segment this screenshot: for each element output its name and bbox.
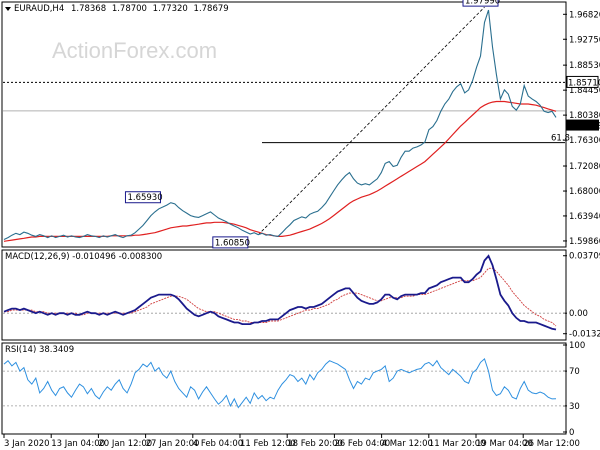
price-y-tick-label: 1.80380	[569, 111, 600, 121]
chevron-down-icon[interactable]	[5, 7, 11, 11]
rsi-series	[3, 358, 565, 409]
current-price-box	[566, 119, 599, 131]
x-tick-label: 11 Mar 20:00	[429, 439, 486, 449]
current-price-tag: 1.78679	[566, 119, 600, 132]
x-tick-label: 13 Jan 04:00	[51, 439, 105, 449]
x-tick-label: 4 Feb 04:00	[193, 439, 243, 449]
price-y-tick-label: 1.72080	[569, 162, 600, 172]
current-price-label: 1.78679	[568, 122, 600, 132]
price-y-tick-label: 1.88530	[569, 61, 600, 71]
macd-panel: MACD(12,26,9) -0.010496 -0.008300 0.0370…	[1, 249, 600, 341]
price-y-tick-label: 1.84450	[569, 86, 600, 96]
x-tick-label: 26 Mar 12:00	[523, 439, 580, 449]
price-y-tick-label: 1.68000	[569, 187, 600, 197]
price-line	[3, 9, 557, 240]
macd-y-tick-label: 0.00	[569, 309, 588, 319]
x-tick-label: 11 Feb 12:00	[240, 439, 296, 449]
watermark: ActionForex.com	[52, 38, 217, 63]
rsi-title: RSI(14) 38.3409	[5, 345, 74, 355]
price-y-tick-label: 1.96820	[569, 10, 600, 20]
price-panel: EURAUD,H4 1.78368 1.78700 1.77320 1.7867…	[1, 0, 600, 249]
price-y-tick-label: 1.63940	[569, 212, 600, 222]
swing-label: 1.60850	[212, 236, 250, 249]
price-y-tick-label: 1.76300	[569, 136, 600, 146]
macd-panel-frame	[1, 249, 567, 341]
rsi-y-tick-label: 0	[569, 428, 574, 438]
x-tick-label: 18 Feb 20:00	[287, 439, 343, 449]
x-tick-label: 19 Mar 04:00	[476, 439, 533, 449]
rsi-y-tick-label: 70	[569, 367, 580, 377]
x-tick-label: 3 Jan 2020	[4, 439, 50, 449]
swing-label-box	[212, 236, 249, 249]
swing-label-text: 1.97990	[465, 0, 500, 7]
dashed-trendline	[257, 6, 485, 236]
swing-label-text: 1.65930	[127, 193, 162, 203]
macd-line	[3, 254, 557, 331]
resistance-level-box	[566, 75, 599, 88]
rsi-y-tick-label: 100	[569, 341, 585, 351]
macd-title: MACD(12,26,9) -0.010496 -0.008300	[5, 252, 162, 262]
rsi-panel-frame	[1, 342, 567, 435]
swing-label-box	[124, 191, 161, 204]
resistance-level-tag: 1.85710	[566, 75, 600, 88]
price-y-tick-label: 1.59860	[569, 237, 600, 247]
resistance-level-label: 1.85710	[568, 78, 600, 88]
x-tick-label: 27 Jan 20:00	[146, 439, 200, 449]
macd-y-tick-label: -0.013231	[569, 330, 600, 340]
macd-y-tick-label: 0.037094	[569, 252, 600, 262]
price-y-tick-label: 1.92750	[569, 35, 600, 45]
swing-label-box	[462, 0, 499, 7]
rsi-y-tick-label: 30	[569, 402, 580, 412]
rsi-line	[3, 358, 557, 409]
price-series	[3, 9, 557, 242]
symbol-header: EURAUD,H4 1.78368 1.78700 1.77320 1.7867…	[14, 4, 229, 14]
swing-label-text: 1.60850	[215, 238, 250, 248]
fib-retracement-label: 61.8	[551, 134, 570, 144]
swing-labels: 1.65930 1.60850 1.97990	[124, 0, 500, 249]
x-tick-label: 26 Feb 04:00	[334, 439, 390, 449]
rsi-panel: RSI(14) 38.3409 100 70 30 0	[1, 341, 585, 438]
macd-series	[3, 254, 565, 331]
price-y-axis: 1.59860 1.63940 1.68000 1.72080 1.76300 1.803…	[563, 10, 600, 247]
swing-label: 1.65930	[124, 191, 163, 204]
x-tick-label: 20 Jan 12:00	[98, 439, 152, 449]
x-tick-label: 4 Mar 12:00	[382, 439, 433, 449]
swing-label: 1.97990	[462, 0, 500, 7]
